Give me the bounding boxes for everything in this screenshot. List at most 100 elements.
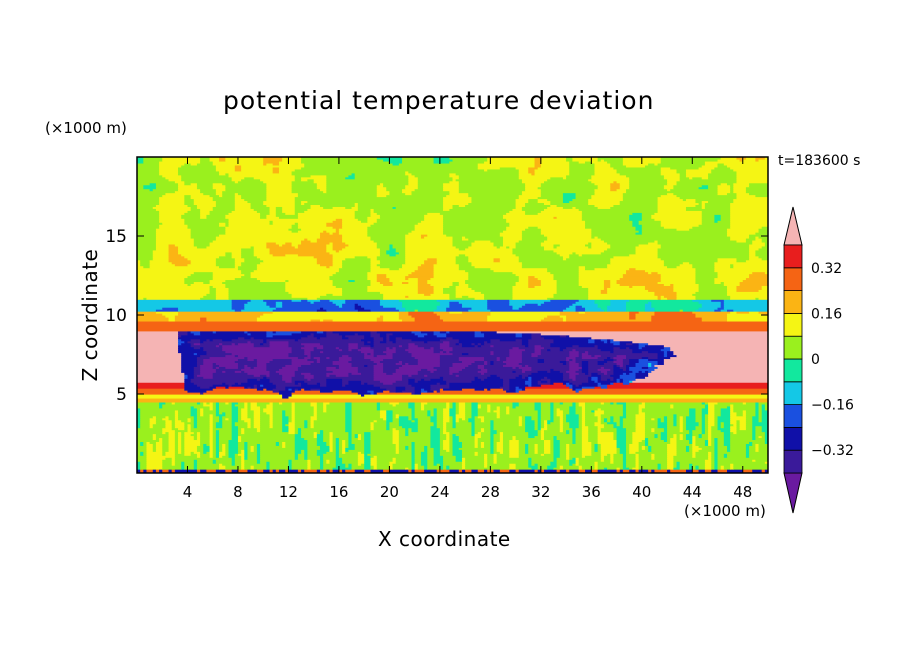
heatmap-cell — [348, 360, 375, 363]
heatmap-cell — [241, 413, 249, 417]
heatmap-cell — [616, 364, 621, 367]
heatmap-cell — [272, 382, 296, 385]
heatmap-cell — [291, 293, 327, 296]
heatmap-cell — [471, 471, 479, 473]
heatmap-cell — [682, 435, 687, 439]
heatmap-cell — [288, 469, 299, 472]
heatmap-cell — [588, 338, 596, 342]
heatmap-cell — [316, 471, 321, 473]
heatmap-cell — [708, 441, 712, 444]
heatmap-cell — [373, 348, 387, 352]
heatmap-cell — [209, 291, 217, 294]
heatmap-cell — [657, 271, 697, 275]
heatmap-cell — [140, 263, 151, 267]
heatmap-cell — [550, 443, 555, 446]
heatmap-cell — [641, 346, 665, 350]
heatmap-cell — [193, 451, 201, 454]
heatmap-cell — [310, 403, 318, 407]
heatmap-cell — [433, 287, 444, 290]
heatmap-cell — [174, 433, 179, 437]
heatmap-cell — [607, 338, 611, 342]
heatmap-cell — [215, 425, 223, 429]
heatmap-cell — [168, 433, 176, 437]
heatmap-cell — [484, 471, 488, 473]
heatmap-cell — [379, 409, 387, 413]
heatmap-cell — [389, 427, 394, 431]
heatmap-cell — [663, 350, 668, 354]
heatmap-cell — [364, 431, 372, 435]
heatmap-cell — [461, 471, 466, 473]
heatmap-cell — [364, 307, 397, 310]
heatmap-cell — [424, 374, 428, 377]
heatmap-cell — [209, 455, 214, 458]
heatmap-cell — [443, 340, 450, 344]
heatmap-cell — [673, 283, 700, 286]
heatmap-cell — [613, 346, 621, 350]
heatmap-cell — [692, 435, 697, 439]
heatmap-cell — [474, 437, 479, 441]
heatmap-cell — [714, 409, 722, 413]
heatmap-cell — [689, 411, 697, 415]
heatmap-cell — [537, 360, 545, 363]
heatmap-cell — [408, 346, 425, 350]
heatmap-cell — [181, 437, 185, 441]
heatmap-cell — [395, 340, 425, 344]
heatmap-cell — [518, 307, 567, 310]
heatmap-cell — [137, 453, 141, 456]
heatmap-cell — [733, 463, 768, 466]
heatmap-cell — [657, 352, 665, 356]
heatmap-cell — [200, 469, 208, 472]
heatmap-cell — [212, 449, 217, 452]
heatmap-cell — [446, 427, 473, 431]
heatmap-cell — [196, 409, 201, 413]
heatmap-cell — [720, 421, 725, 425]
heatmap-cell — [376, 465, 390, 468]
heatmap-cell — [288, 431, 296, 435]
heatmap-cell — [581, 417, 586, 421]
heatmap-cell — [730, 263, 734, 267]
heatmap-cell — [493, 362, 507, 365]
heatmap-cell — [490, 433, 495, 437]
heatmap-cell — [600, 348, 615, 352]
heatmap-cell — [398, 447, 406, 450]
heatmap-cell — [140, 411, 176, 415]
heatmap-cell — [137, 409, 141, 413]
heatmap-cell — [329, 441, 334, 444]
heatmap-cell — [723, 299, 768, 302]
heatmap-cell — [203, 362, 214, 365]
heatmap-cell — [269, 342, 290, 346]
heatmap-cell — [676, 463, 681, 466]
heatmap-cell — [200, 441, 211, 444]
heatmap-cell — [613, 423, 618, 427]
heatmap-cell — [244, 447, 249, 450]
heatmap-cell — [414, 269, 435, 273]
heatmap-cell — [402, 390, 416, 393]
heatmap-cell — [657, 354, 665, 358]
heatmap-cell — [679, 465, 690, 468]
heatmap-cell — [635, 471, 640, 473]
heatmap-cell — [745, 447, 750, 450]
heatmap-cell — [187, 330, 192, 334]
heatmap-cell — [550, 342, 615, 346]
heatmap-cell — [345, 423, 353, 427]
heatmap-cell — [600, 449, 618, 452]
heatmap-cell — [266, 303, 277, 306]
heatmap-cell — [493, 445, 498, 448]
heatmap-cell — [638, 405, 646, 409]
heatmap-cell — [386, 338, 390, 342]
heatmap-cell — [417, 362, 441, 365]
heatmap-cell — [626, 364, 637, 367]
heatmap-cell — [294, 372, 302, 375]
heatmap-cell — [600, 289, 608, 292]
heatmap-cell — [212, 439, 217, 442]
heatmap-cell — [685, 433, 693, 437]
heatmap-cell — [512, 293, 555, 296]
heatmap-cell — [288, 291, 343, 294]
heatmap-cell — [515, 334, 523, 338]
heatmap-cell — [509, 453, 520, 456]
heatmap-cell — [685, 447, 690, 450]
heatmap-cell — [146, 469, 154, 472]
heatmap-cell — [181, 362, 198, 365]
heatmap-cell — [332, 263, 343, 267]
heatmap-cell — [209, 285, 214, 288]
